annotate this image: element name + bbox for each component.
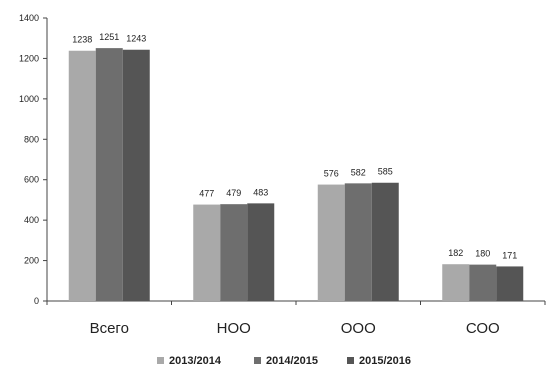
bar-2015/2016-ООО (371, 182, 399, 301)
data-label: 483 (253, 187, 268, 197)
legend-label: 2013/2014 (169, 355, 222, 367)
legend-swatch (254, 357, 261, 364)
bars (68, 48, 524, 302)
data-label: 1238 (72, 35, 92, 45)
category-label: ООО (341, 320, 376, 337)
y-tick-label: 1200 (19, 53, 39, 63)
data-label: 1251 (99, 32, 119, 42)
bar-2015/2016-Всего (122, 49, 150, 302)
y-tick-label: 800 (24, 134, 39, 144)
data-label: 585 (378, 167, 393, 177)
y-tick-label: 1000 (19, 94, 39, 104)
data-label: 576 (324, 169, 339, 179)
y-tick-label: 0 (34, 296, 39, 306)
category-label: НОО (217, 320, 251, 337)
data-label: 180 (475, 249, 490, 259)
bar-2015/2016-НОО (247, 203, 275, 301)
bar-2014/2015-СОО (469, 264, 497, 301)
y-tick-label: 200 (24, 256, 39, 266)
y-tick-label: 600 (24, 175, 39, 185)
y-tick-label: 1400 (19, 13, 39, 23)
data-label: 1243 (126, 34, 146, 44)
legend-label: 2014/2015 (266, 355, 318, 367)
data-labels: 1238 1251 1243 477 479 483 576 582 585 182 180 171 (72, 32, 517, 260)
bar-2013/2014-СОО (442, 264, 470, 301)
bar-2014/2015-Всего (95, 48, 123, 301)
category-labels: Всего НОО ООО СОО (90, 320, 500, 337)
legend-swatch (157, 357, 164, 364)
data-label: 479 (226, 188, 241, 198)
data-label: 182 (448, 248, 463, 258)
legend: 2013/2014 2014/2015 2015/2016 (157, 355, 411, 367)
y-tick-label: 400 (24, 215, 39, 225)
legend-label: 2015/2016 (359, 355, 411, 367)
bar-2013/2014-НОО (193, 204, 221, 301)
bar-2015/2016-СОО (496, 266, 524, 301)
data-label: 171 (502, 250, 517, 260)
category-label: Всего (90, 320, 129, 337)
bar-2014/2015-ООО (344, 183, 372, 301)
category-label: СОО (466, 320, 500, 337)
legend-swatch (347, 357, 354, 364)
data-label: 582 (351, 167, 366, 177)
data-label: 477 (199, 189, 214, 199)
bar-2013/2014-ООО (317, 184, 345, 301)
bar-2014/2015-НОО (220, 204, 248, 301)
bar-2013/2014-Всего (68, 50, 96, 301)
